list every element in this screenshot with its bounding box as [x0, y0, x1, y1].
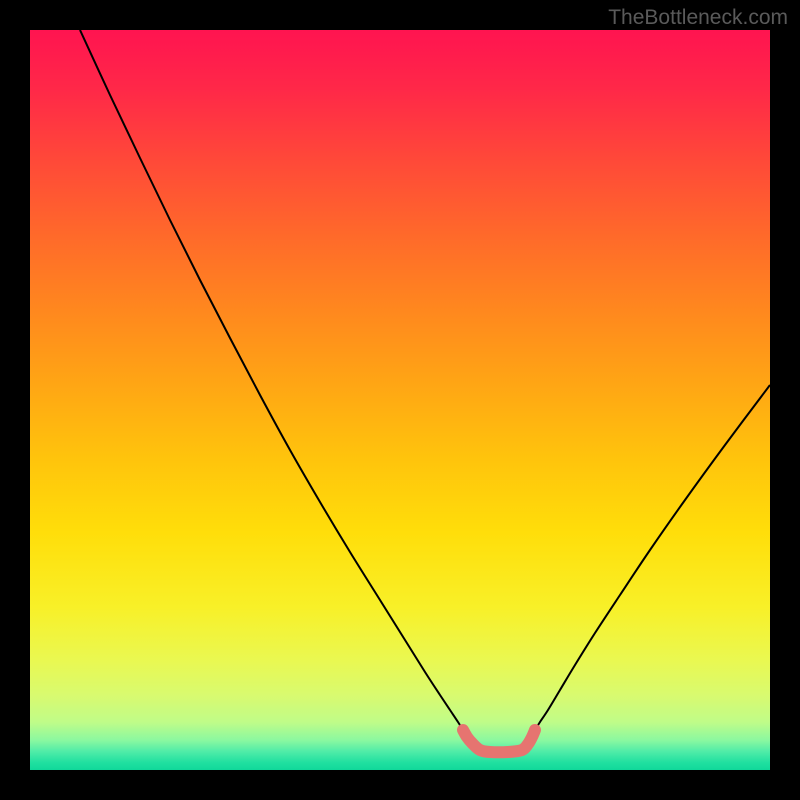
chart-background [30, 30, 770, 770]
bottleneck-chart [30, 30, 770, 770]
watermark-text: TheBottleneck.com [608, 6, 788, 30]
chart-svg [30, 30, 770, 770]
